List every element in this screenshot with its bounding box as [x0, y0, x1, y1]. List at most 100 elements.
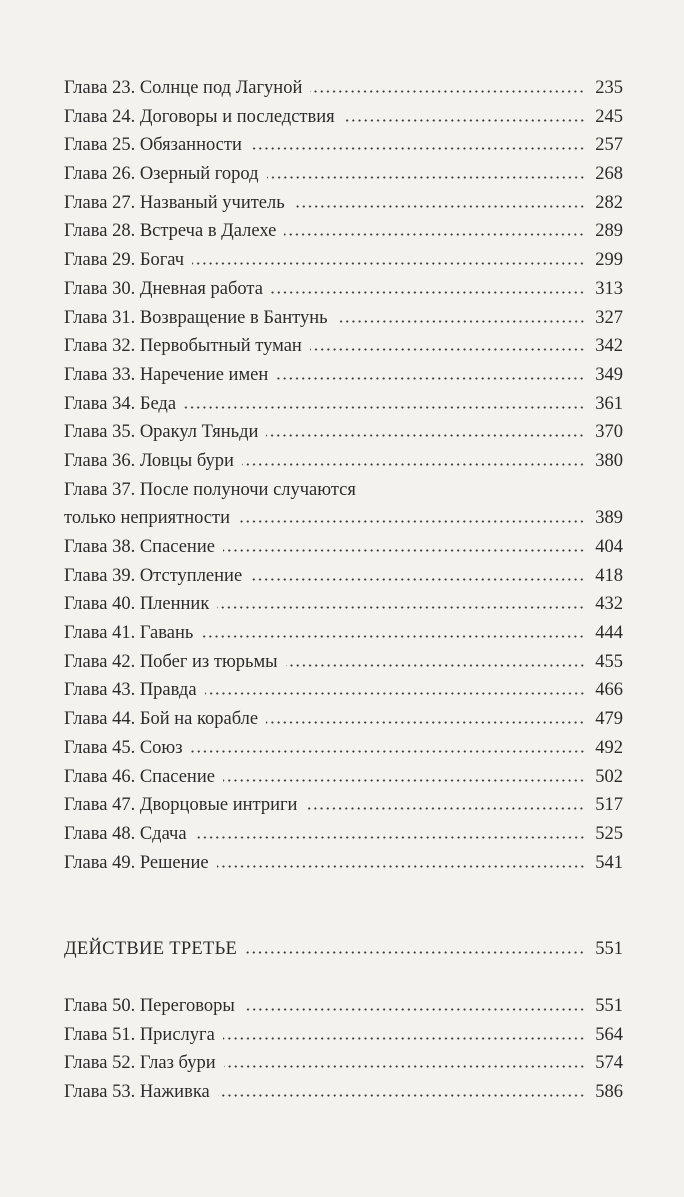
entry-title: Глава 44. Бой на корабле [64, 709, 259, 730]
dot-leader [266, 434, 585, 438]
entry-title: Глава 25. Обязанности [64, 135, 242, 156]
toc-entry: Глава 30. Дневная работа 313 [64, 275, 623, 304]
part-title: ДЕЙСТВИЕ ТРЕТЬЕ [64, 939, 238, 959]
page-number: 586 [595, 1082, 623, 1103]
entry-title: Глава 50. Переговоры [64, 996, 235, 1016]
entry-title: Глава 34. Беда [64, 393, 177, 414]
dot-leader [222, 778, 585, 782]
toc-entry: Глава 37. После полуночи случаются [64, 476, 623, 505]
toc-entry: Глава 51. Прислуга 564 [64, 1021, 623, 1050]
toc-entry: Глава 49. Решение 541 [64, 849, 623, 878]
entry-title: Глава 32. Первобытный туман [64, 336, 302, 357]
dot-leader [309, 348, 585, 352]
page-number: 517 [595, 795, 623, 816]
entry-title: Глава 35. Оракул Тяньди [64, 422, 259, 443]
toc-entry: Глава 33. Наречение имен 349 [64, 361, 623, 390]
dot-leader [276, 376, 585, 380]
entry-title: Глава 29. Богач [64, 250, 185, 271]
dot-leader [250, 577, 585, 581]
toc-entry: Глава 34. Беда 361 [64, 390, 623, 419]
table-of-contents: Глава 23. Солнце под Лагуной 235 Глава 24.… [64, 74, 623, 877]
entry-title: Глава 30. Дневная работа [64, 278, 263, 299]
toc-entry: Глава 50. Переговоры 551 [64, 992, 623, 1021]
entry-title: Глава 45. Союз [64, 737, 183, 758]
entry-title: Глава 41. Гавань [64, 623, 194, 644]
toc-entry: Глава 44. Бой на корабле 479 [64, 705, 623, 734]
toc-entry: Глава 39. Отступление 418 [64, 562, 623, 591]
page-number: 235 [595, 78, 623, 98]
dot-leader [270, 290, 585, 294]
entry-title: Глава 43. Правда [64, 680, 197, 701]
toc-entry: Глава 38. Спасение 404 [64, 533, 623, 562]
toc-entry: Глава 26. Озерный город 268 [64, 160, 623, 189]
page-number: 282 [595, 192, 623, 213]
dot-leader [285, 663, 585, 667]
entry-title: Глава 52. Глаз бури [64, 1053, 216, 1074]
entry-title: Глава 28. Встреча в Далехе [64, 221, 277, 242]
toc-entry: Глава 40. Пленник 432 [64, 590, 623, 619]
toc-entry: Глава 46. Спасение 502 [64, 763, 623, 792]
toc-entry: Глава 45. Союз 492 [64, 734, 623, 763]
page-number: 289 [595, 221, 623, 242]
dot-leader [342, 118, 585, 122]
page-number: 564 [595, 1024, 623, 1045]
toc-entry: Глава 35. Оракул Тяньди 370 [64, 418, 623, 447]
dot-leader [184, 405, 585, 409]
toc-entry: Глава 28. Встреча в Далехе 289 [64, 217, 623, 246]
dot-leader [238, 520, 585, 524]
entry-title: Глава 46. Спасение [64, 766, 215, 787]
toc-entry-part-three: ДЕЙСТВИЕ ТРЕТЬЕ 551 [64, 935, 623, 964]
toc-entry: Глава 41. Гавань 444 [64, 619, 623, 648]
page-number: 342 [595, 336, 623, 357]
entry-title: Глава 48. Сдача [64, 823, 187, 844]
entry-title: Глава 31. Возвращение в Бантунь [64, 307, 328, 328]
entry-title: Глава 42. Побег из тюрьмы [64, 651, 278, 672]
entry-title: Глава 36. Ловцы бури [64, 450, 234, 471]
dot-leader [222, 549, 585, 552]
page-number: 455 [595, 651, 623, 672]
dot-leader [305, 807, 585, 811]
dot-leader [310, 90, 585, 93]
dot-leader [223, 1065, 585, 1069]
toc-entry: Глава 43. Правда 466 [64, 676, 623, 705]
dot-leader [241, 462, 585, 466]
page-number: 525 [595, 823, 623, 844]
dot-leader [249, 147, 585, 151]
toc-entry: Глава 25. Обязанности 257 [64, 131, 623, 160]
entry-title: Глава 33. Наречение имен [64, 364, 269, 385]
page-number: 349 [595, 364, 623, 385]
entry-title: Глава 23. Солнце под Лагуной [64, 78, 303, 98]
toc-entry: Глава 42. Побег из тюрьмы 455 [64, 648, 623, 677]
toc-entry: Глава 31. Возвращение в Бантунь 327 [64, 304, 623, 333]
dot-leader [217, 1094, 585, 1098]
dot-leader [266, 176, 585, 180]
toc-entry: Глава 52. Глаз бури 574 [64, 1049, 623, 1078]
toc-entry: Глава 27. Названый учитель 282 [64, 189, 623, 218]
entry-title: Глава 27. Названый учитель [64, 192, 285, 213]
page-number: 257 [595, 135, 623, 156]
page-number: 389 [595, 508, 623, 529]
page-number: 479 [595, 709, 623, 730]
dot-leader [284, 233, 585, 237]
entry-title: Глава 39. Отступление [64, 565, 243, 586]
entry-title: Глава 49. Решение [64, 852, 209, 873]
dot-leader [204, 692, 585, 696]
page-number: 313 [595, 278, 623, 299]
toc-entry: Глава 53. Наживка 586 [64, 1078, 623, 1107]
page-number: 432 [595, 594, 623, 615]
page-number: 327 [595, 307, 623, 328]
dot-leader [222, 1036, 585, 1040]
page-number: 444 [595, 623, 623, 644]
page-number: 418 [595, 565, 623, 586]
toc-entry: Глава 36. Ловцы бури 380 [64, 447, 623, 476]
toc-entry: Глава 29. Богач 299 [64, 246, 623, 275]
toc-entry: Глава 48. Сдача 525 [64, 820, 623, 849]
dot-leader [194, 835, 585, 839]
dot-leader [266, 721, 585, 725]
page-number: 502 [595, 766, 623, 787]
entry-title: Глава 38. Спасение [64, 537, 215, 557]
entry-title: Глава 53. Наживка [64, 1082, 210, 1103]
entry-title: Глава 26. Озерный город [64, 164, 259, 185]
page-number: 245 [595, 106, 623, 127]
page-number: 466 [595, 680, 623, 701]
